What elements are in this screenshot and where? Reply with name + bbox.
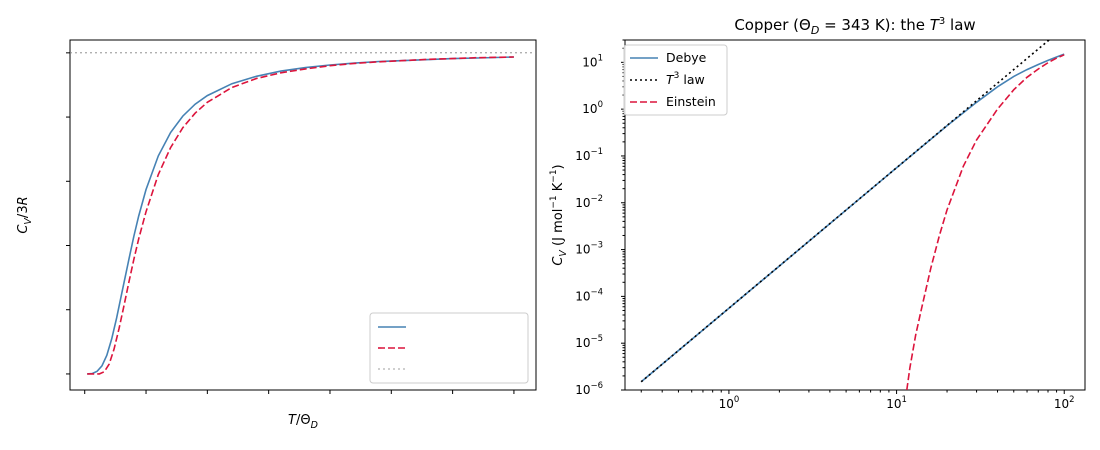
legend: Debye T3 law Einstein xyxy=(623,44,728,116)
series-line-debye xyxy=(640,53,1065,383)
legend-box xyxy=(369,312,529,384)
legend-label: Einstein xyxy=(666,94,716,109)
series-line-einstein xyxy=(87,56,514,375)
y-tick-label: 101 xyxy=(582,53,603,69)
y-tick-label: 10−1 xyxy=(575,147,603,163)
y-tick-label: 10−3 xyxy=(575,241,603,257)
y-tick-label: 100 xyxy=(582,100,603,116)
legend-label: T3 law xyxy=(666,71,705,87)
plot-frame xyxy=(69,39,537,391)
x-tick-label: 101 xyxy=(886,395,907,411)
x-axis-label: T/ΘD xyxy=(288,413,318,431)
x-tick-label: 100 xyxy=(719,395,740,411)
y-tick-label: 10−2 xyxy=(575,194,603,210)
legend-label: Debye xyxy=(666,50,707,65)
right-chart: 100 101 102 10−6 10−5 10−4 10−3 10−2 10−1 100 101 C… xyxy=(549,16,1086,411)
legend-box xyxy=(623,44,728,116)
y-axis-label: CV (J mol−1 K−1) xyxy=(549,164,569,265)
y-tick-label: 10−5 xyxy=(575,334,603,350)
legend xyxy=(369,312,529,384)
y-axis-label: CV/3R xyxy=(16,196,34,233)
plot-frame xyxy=(624,39,1086,391)
series-line-einstein xyxy=(906,54,1065,390)
x-tick-label: 102 xyxy=(1054,395,1075,411)
left-chart: T/ΘD CV/3R xyxy=(16,39,537,431)
series-line-debye xyxy=(87,56,514,375)
y-tick-label: 10−4 xyxy=(575,287,603,303)
chart-title: Copper (ΘD = 343 K): the T3 law xyxy=(734,16,975,37)
y-tick-label: 10−6 xyxy=(575,381,603,397)
series-line-t3-law xyxy=(640,40,1051,383)
